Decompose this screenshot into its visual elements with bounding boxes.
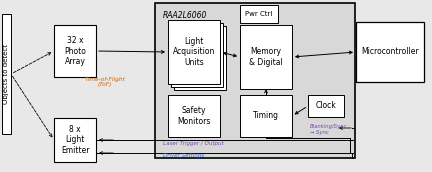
Bar xyxy=(54,25,96,77)
Bar xyxy=(308,95,344,117)
Bar xyxy=(240,95,292,137)
Text: Microcontroller: Microcontroller xyxy=(361,47,419,56)
Text: Pwr Ctrl: Pwr Ctrl xyxy=(245,11,273,17)
Bar xyxy=(171,23,223,87)
Text: Blanking/Sync
→ Sync: Blanking/Sync → Sync xyxy=(310,124,347,135)
Text: Driver Settings: Driver Settings xyxy=(163,153,204,158)
Text: Memory
& Digital: Memory & Digital xyxy=(249,47,283,67)
Bar xyxy=(2,14,11,134)
Bar xyxy=(155,3,355,158)
Bar xyxy=(174,26,226,90)
Bar xyxy=(168,95,220,137)
Bar xyxy=(356,22,424,82)
Text: 32 x
Photo
Array: 32 x Photo Array xyxy=(64,36,86,66)
Bar xyxy=(240,5,278,23)
Bar xyxy=(168,20,220,84)
Text: Clock: Clock xyxy=(316,101,337,110)
Text: Light
Acquisition
Units: Light Acquisition Units xyxy=(173,37,215,67)
Text: Objects to detect: Objects to detect xyxy=(3,44,10,104)
Text: Timing: Timing xyxy=(253,111,279,121)
Bar xyxy=(240,25,292,89)
Text: Time-of-Flight
(ToF): Time-of-Flight (ToF) xyxy=(85,77,125,87)
Bar xyxy=(54,118,96,162)
Text: 8 x
Light
Emitter: 8 x Light Emitter xyxy=(61,125,89,155)
Text: Safety
Monitors: Safety Monitors xyxy=(177,106,211,126)
Text: RAA2L6060: RAA2L6060 xyxy=(163,11,207,20)
Text: Laser Trigger / Output: Laser Trigger / Output xyxy=(163,142,224,147)
